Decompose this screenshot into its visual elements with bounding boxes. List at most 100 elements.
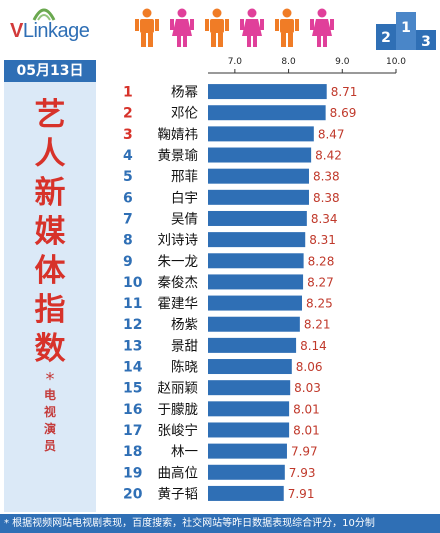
- score-label: 8.71: [331, 85, 358, 99]
- score-bar: [208, 443, 287, 459]
- score-label: 8.34: [311, 212, 338, 226]
- score-label: 8.14: [300, 339, 327, 353]
- score-label: 7.91: [288, 487, 315, 501]
- artist-name: 曲高位: [158, 464, 199, 481]
- podium-digit-2: 2: [381, 30, 391, 46]
- rank-number: 8: [123, 233, 133, 249]
- score-bar: [208, 380, 291, 396]
- artist-name: 霍建华: [158, 296, 199, 312]
- score-label: 8.25: [306, 297, 333, 311]
- score-bar: [208, 401, 290, 417]
- rank-number: 12: [123, 317, 142, 333]
- footer-note: * 根据视频网站电视剧表现，百度搜索，社交网站等昨日数据表现综合评分，10分制: [0, 514, 440, 533]
- people-icons: [135, 8, 334, 47]
- axis-tick-label: 9.0: [335, 57, 350, 67]
- female-person-icon: [310, 8, 334, 47]
- left-panel: [4, 60, 96, 512]
- subtitle-char: 员: [43, 439, 56, 453]
- podium-icon: 2 1 3: [376, 12, 436, 50]
- male-person-icon: [275, 8, 299, 47]
- score-bar: [208, 168, 309, 184]
- rank-number: 14: [123, 360, 143, 376]
- score-bar: [208, 422, 290, 438]
- rank-number: 9: [123, 254, 133, 270]
- rank-number: 4: [123, 148, 133, 164]
- score-bar: [208, 126, 314, 142]
- score-bar: [208, 210, 307, 226]
- artist-name: 吴倩: [171, 211, 198, 227]
- female-person-icon: [240, 8, 264, 47]
- podium-digit-3: 3: [421, 34, 431, 50]
- score-label: 8.21: [304, 318, 331, 332]
- score-label: 8.01: [293, 402, 320, 416]
- score-bar: [208, 274, 304, 290]
- rank-number: 19: [123, 465, 142, 481]
- vertical-title: 艺 人 新 媒 体 指 数 * 电 视 演 员: [22, 96, 78, 455]
- artist-name: 林一: [171, 444, 198, 460]
- score-bar: [208, 337, 297, 353]
- rank-number: 15: [123, 381, 142, 397]
- axis-tick-label: 8.0: [281, 57, 296, 67]
- rank-number: 13: [123, 338, 142, 354]
- artist-name: 邓伦: [171, 106, 198, 122]
- rank-number: 7: [123, 211, 133, 227]
- score-bar: [208, 485, 284, 501]
- rank-number: 6: [123, 190, 133, 206]
- artist-name: 杨幂: [171, 85, 198, 101]
- artist-name: 陈晓: [171, 359, 198, 376]
- rank-number: 3: [123, 127, 133, 143]
- artist-name: 张峻宁: [158, 422, 199, 439]
- score-label: 8.03: [294, 381, 321, 395]
- rank-number: 17: [123, 423, 142, 439]
- artist-name: 刘诗诗: [158, 233, 199, 249]
- vlinkage-logo: VLinkage: [10, 4, 120, 46]
- artist-name: 于朦胧: [158, 402, 199, 418]
- score-label: 8.28: [308, 254, 335, 268]
- artist-name: 景甜: [171, 338, 198, 354]
- rank-number: 5: [123, 169, 133, 185]
- score-bar: [208, 232, 306, 248]
- score-bar: [208, 189, 309, 205]
- title-char: 人: [34, 136, 66, 172]
- score-label: 8.06: [296, 360, 323, 374]
- score-bar: [208, 147, 312, 163]
- title-char: 数: [34, 331, 66, 367]
- artist-name: 赵丽颖: [158, 381, 199, 397]
- title-star: *: [45, 369, 55, 390]
- title-char: 媒: [34, 214, 66, 250]
- artist-name: 黄子韬: [158, 486, 199, 502]
- score-bar: [208, 464, 285, 480]
- artist-name: 杨紫: [171, 317, 198, 333]
- title-char: 新: [34, 175, 66, 211]
- rank-number: 11: [123, 296, 142, 312]
- rank-number: 18: [123, 444, 142, 460]
- artist-name: 黄景瑜: [158, 148, 199, 164]
- score-label: 8.27: [307, 275, 334, 289]
- logo-arc-icon: [32, 8, 56, 21]
- axis-tick-label: 10.0: [386, 57, 406, 67]
- score-label: 8.31: [309, 233, 336, 247]
- logo-v: V: [10, 20, 23, 42]
- score-bar: [208, 295, 302, 311]
- score-bar: [208, 105, 326, 121]
- score-label: 8.69: [330, 106, 357, 120]
- rank-number: 20: [123, 486, 143, 502]
- score-bar: [208, 316, 300, 332]
- artist-name: 秦俊杰: [158, 275, 199, 291]
- title-char: 艺: [34, 97, 66, 133]
- axis-tick-label: 7.0: [228, 57, 243, 67]
- subtitle-char: 电: [43, 388, 56, 402]
- artist-name: 朱一龙: [158, 254, 199, 270]
- male-person-icon: [135, 8, 159, 47]
- rank-number: 10: [123, 275, 143, 291]
- rank-number: 16: [123, 402, 142, 418]
- date-label: 05月13日: [4, 60, 96, 82]
- rank-number: 1: [123, 85, 133, 101]
- artist-name: 白宇: [171, 190, 198, 206]
- rank-number: 2: [123, 106, 133, 122]
- artist-name: 鞠婧祎: [158, 127, 199, 143]
- score-label: 7.93: [289, 466, 316, 480]
- score-bar: [208, 253, 304, 269]
